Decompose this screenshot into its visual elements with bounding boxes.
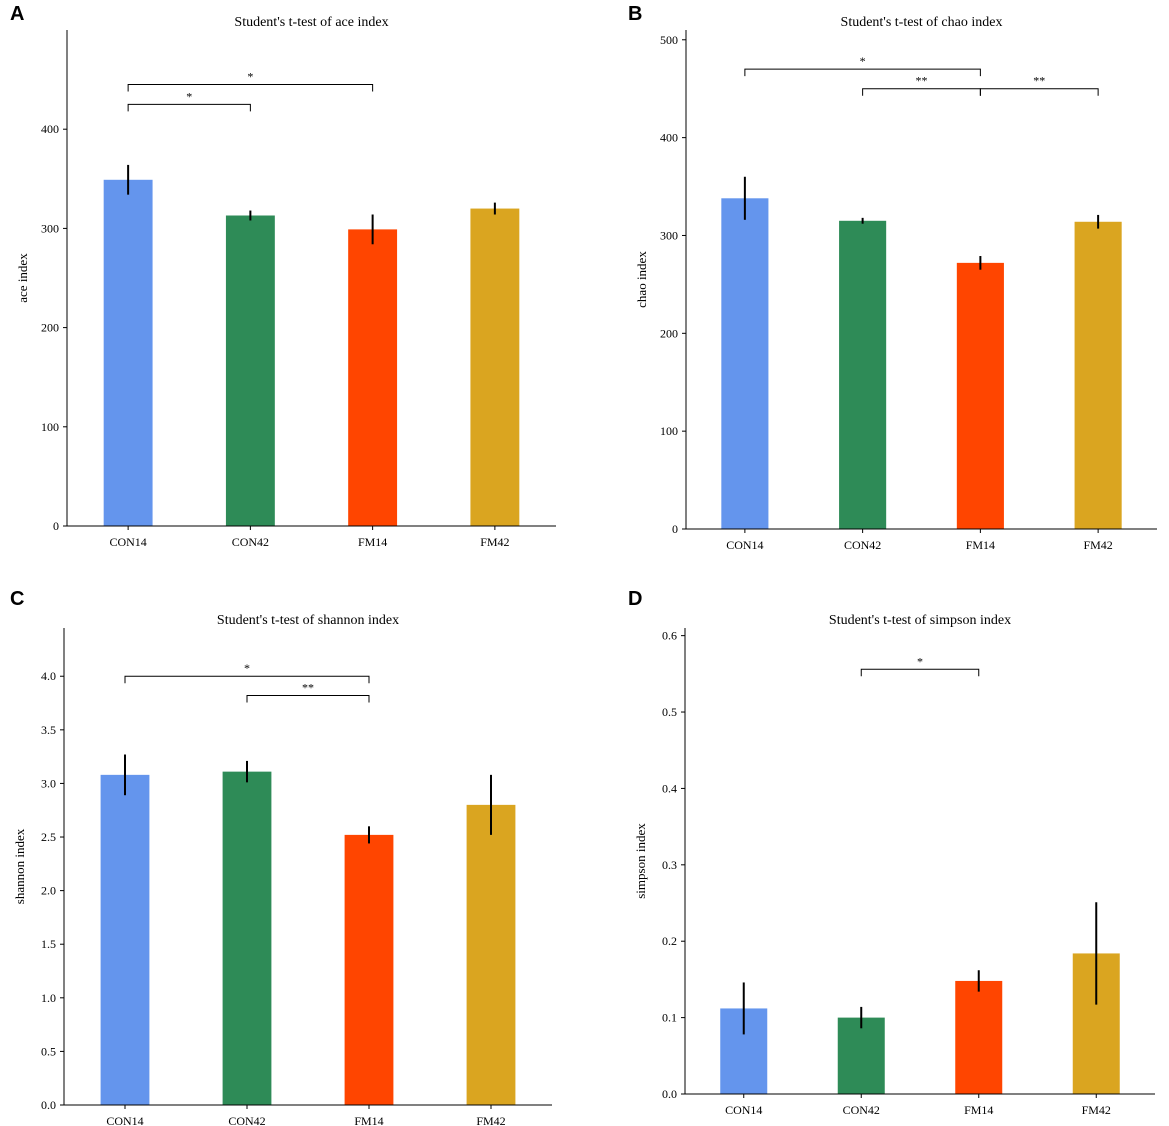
bar-fm42 [466,804,516,1105]
significance-bracket [127,84,374,92]
chart-shannon-index: Student's t-test of shannon index 0.0 0.5 1… [12,613,552,1126]
significance-bracket [744,68,981,77]
significance-label: * [860,54,866,68]
bar-fm14 [956,262,1004,529]
bar-con14 [103,179,153,527]
chart-title: Student's t-test of shannon index [217,613,399,628]
y-tick-label: 0.5 [41,1044,56,1058]
significance-label: * [917,654,923,668]
chart-title: Student's t-test of chao index [841,15,1003,30]
y-tick-label: 0.0 [41,1098,56,1112]
bar-con42 [222,771,272,1105]
x-tick-label: CON14 [725,1103,762,1117]
x-tick-label: FM14 [358,535,387,549]
y-tick-label: 100 [660,424,678,438]
y-tick-label: 400 [41,122,59,136]
x-tick-label: FM42 [476,1114,505,1126]
significance-label: ** [1033,74,1045,88]
y-tick-label: 0.0 [662,1087,677,1101]
panel-letter: C [10,588,25,610]
y-tick-label: 0.2 [662,934,677,948]
bar-con42 [837,1017,885,1094]
panel-letter: A [10,3,25,25]
y-tick-label: 0.4 [662,781,677,795]
bar-con14 [100,774,150,1105]
x-tick-label: FM14 [964,1103,993,1117]
x-tick-label: CON42 [232,535,269,549]
chart-title: Student's t-test of ace index [234,15,388,30]
y-tick-label: 100 [41,420,59,434]
chart-chao-index: Student's t-test of chao index 0 100 200 300… [634,15,1157,552]
y-tick-label: 2.0 [41,884,56,898]
y-tick-label: 0.1 [662,1011,677,1025]
panel-letter: B [628,3,643,25]
x-tick-label: CON14 [109,535,146,549]
y-tick-label: 200 [41,321,59,335]
bar-con14 [721,198,769,529]
y-tick-label: 1.5 [41,937,56,951]
panel-letter: D [628,588,643,610]
panel-b: B Student's t-test of chao index 0 100 200 3… [585,0,1169,560]
y-tick-label: 1.0 [41,991,56,1005]
y-tick-label: 500 [660,33,678,47]
y-axis-label: ace index [15,253,30,303]
y-axis-label: chao index [634,251,649,308]
chart-simpson-index: Student's t-test of simpson index 0.0 0.1 0… [633,613,1155,1117]
x-tick-label: FM42 [1082,1103,1111,1117]
chart-ace-index: Student's t-test of ace index 0 100 200 300 4… [15,15,556,549]
y-tick-label: 0.5 [662,705,677,719]
chart-title: Student's t-test of simpson index [829,613,1011,628]
bar-fm14 [955,980,1003,1094]
significance-bracket [246,695,370,703]
x-tick-label: FM14 [966,538,995,552]
bar-con42 [839,220,887,529]
bar-fm14 [344,834,394,1105]
y-tick-label: 400 [660,131,678,145]
x-tick-label: CON42 [228,1114,265,1126]
panel-a: A Student's t-test of ace index 0 100 200 30… [0,0,580,560]
significance-bracket [979,88,1099,96]
x-tick-label: FM42 [480,535,509,549]
y-tick-label: 0.6 [662,629,677,643]
bar-fm14 [348,229,398,526]
bar-fm42 [1074,221,1122,529]
significance-bracket [860,668,980,677]
y-tick-label: 300 [660,228,678,242]
significance-label: * [186,89,192,103]
significance-bracket [862,88,981,96]
x-tick-label: CON14 [726,538,763,552]
y-tick-label: 0.3 [662,858,677,872]
y-tick-label: 2.5 [41,830,56,844]
significance-label: ** [916,74,928,88]
y-tick-label: 4.0 [41,669,56,683]
significance-label: * [244,661,250,675]
y-tick-label: 0 [53,519,59,533]
panel-c: C Student's t-test of shannon index 0.0 0.… [0,580,580,1126]
panel-d: D Student's t-test of simpson index 0.0 0.… [585,580,1169,1126]
x-tick-label: CON14 [106,1114,143,1126]
bar-con42 [225,215,275,526]
significance-label: ** [302,681,314,695]
bar-fm42 [470,208,520,526]
y-tick-label: 3.5 [41,723,56,737]
y-axis-label: simpson index [633,823,648,899]
y-tick-label: 0 [672,522,678,536]
y-tick-label: 200 [660,326,678,340]
x-tick-label: FM42 [1083,538,1112,552]
significance-bracket [127,103,251,112]
y-tick-label: 300 [41,221,59,235]
y-axis-label: shannon index [12,828,27,904]
y-tick-label: 3.0 [41,776,56,790]
x-tick-label: CON42 [843,1103,880,1117]
significance-bracket [124,675,370,684]
x-tick-label: CON42 [844,538,881,552]
significance-label: * [247,70,253,84]
x-tick-label: FM14 [354,1114,383,1126]
